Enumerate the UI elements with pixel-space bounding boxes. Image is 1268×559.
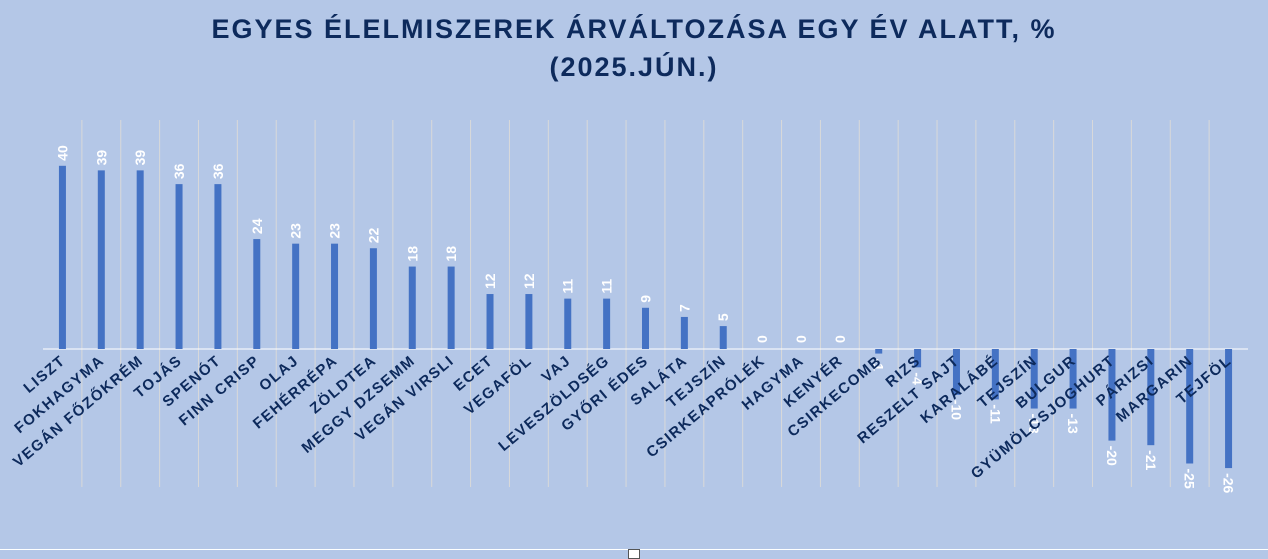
chart-title-line-2: (2025.JÚN.) bbox=[549, 52, 719, 82]
bar bbox=[331, 243, 339, 349]
data-label: 36 bbox=[171, 163, 187, 179]
data-label: -26 bbox=[1221, 473, 1237, 493]
bar bbox=[486, 294, 494, 349]
bar bbox=[564, 298, 572, 349]
bar bbox=[214, 184, 222, 349]
data-label: 9 bbox=[638, 295, 654, 303]
bar bbox=[603, 298, 611, 349]
data-label: -10 bbox=[948, 400, 964, 420]
data-label: -13 bbox=[1026, 414, 1042, 434]
bar bbox=[1108, 349, 1116, 441]
data-label: 18 bbox=[443, 246, 459, 262]
data-label: -21 bbox=[1143, 450, 1159, 470]
bar bbox=[952, 349, 960, 395]
bar bbox=[719, 326, 727, 349]
bar bbox=[1030, 349, 1038, 409]
bar bbox=[914, 349, 922, 368]
bar bbox=[58, 165, 66, 349]
data-label: 22 bbox=[365, 227, 381, 243]
data-label: 39 bbox=[132, 150, 148, 166]
data-label: 12 bbox=[482, 273, 498, 289]
data-label: -25 bbox=[1182, 469, 1198, 489]
bar bbox=[1147, 349, 1155, 446]
data-label: 18 bbox=[404, 246, 420, 262]
bar bbox=[408, 266, 416, 349]
bar bbox=[447, 266, 455, 349]
bar bbox=[1225, 349, 1233, 469]
bar bbox=[369, 248, 377, 349]
data-label: 0 bbox=[754, 335, 770, 343]
bar bbox=[97, 170, 105, 349]
data-label: 24 bbox=[249, 218, 265, 234]
data-label: 11 bbox=[560, 279, 576, 294]
chart-title-line-1: EGYES ÉLELMISZEREK ÁRVÁLTOZÁSA EGY ÉV AL… bbox=[211, 14, 1057, 44]
bar bbox=[1069, 349, 1077, 409]
data-label: -11 bbox=[987, 404, 1003, 424]
data-label: 12 bbox=[521, 273, 537, 289]
data-label: 0 bbox=[793, 335, 809, 343]
bar bbox=[525, 294, 533, 349]
data-label: 23 bbox=[288, 223, 304, 239]
data-label: -13 bbox=[1065, 414, 1081, 434]
data-label: 5 bbox=[715, 313, 731, 321]
bar bbox=[136, 170, 144, 349]
bar bbox=[1186, 349, 1194, 464]
bar bbox=[292, 243, 300, 349]
data-label: -1 bbox=[871, 359, 887, 372]
bar bbox=[875, 349, 883, 354]
data-label: 7 bbox=[676, 304, 692, 312]
data-label: 39 bbox=[93, 150, 109, 166]
data-label: 11 bbox=[599, 279, 615, 294]
data-label: 36 bbox=[210, 163, 226, 179]
data-label: -4 bbox=[910, 372, 926, 385]
bar bbox=[253, 239, 261, 349]
data-label: -20 bbox=[1104, 446, 1120, 466]
bar bbox=[991, 349, 999, 400]
bar bbox=[175, 184, 183, 349]
data-label: 40 bbox=[54, 145, 70, 161]
data-label: 23 bbox=[327, 223, 343, 239]
data-label: 0 bbox=[832, 335, 848, 343]
bar bbox=[642, 307, 649, 349]
bar bbox=[680, 316, 688, 349]
